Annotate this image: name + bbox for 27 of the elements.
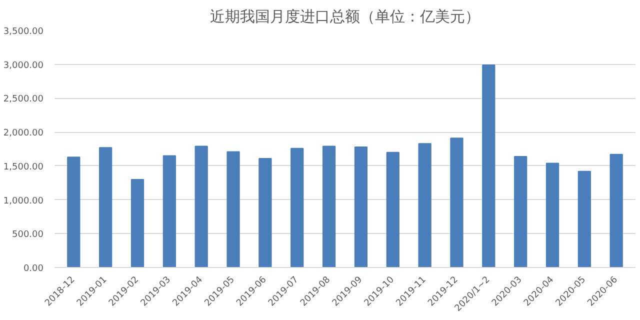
bar <box>99 147 112 268</box>
bar <box>162 155 176 268</box>
bar <box>578 170 591 268</box>
y-tick-label: 500.00 <box>12 230 44 240</box>
bar <box>610 154 623 268</box>
bar <box>450 138 464 268</box>
bar <box>354 146 368 268</box>
y-tick-label: 2,000.00 <box>3 128 44 139</box>
bar <box>322 146 336 268</box>
bar <box>194 146 208 268</box>
y-tick-label: 3,500.00 <box>3 27 44 37</box>
y-tick-label: 1,000.00 <box>3 196 44 206</box>
bar <box>226 151 240 268</box>
bar <box>386 152 400 268</box>
bar <box>290 148 304 268</box>
y-tick-label: 2,500.00 <box>3 94 44 105</box>
bar <box>546 162 560 268</box>
bar <box>418 143 432 268</box>
bar <box>482 64 496 268</box>
bar <box>514 156 528 268</box>
y-tick-label: 3,000.00 <box>3 60 44 71</box>
bar <box>67 156 80 268</box>
bar <box>258 158 272 268</box>
y-tick-label: 0.00 <box>23 264 44 274</box>
chart-title: 近期我国月度进口总额（单位：亿美元） <box>210 8 480 26</box>
bar <box>130 178 144 268</box>
y-tick-label: 1,500.00 <box>3 162 44 172</box>
